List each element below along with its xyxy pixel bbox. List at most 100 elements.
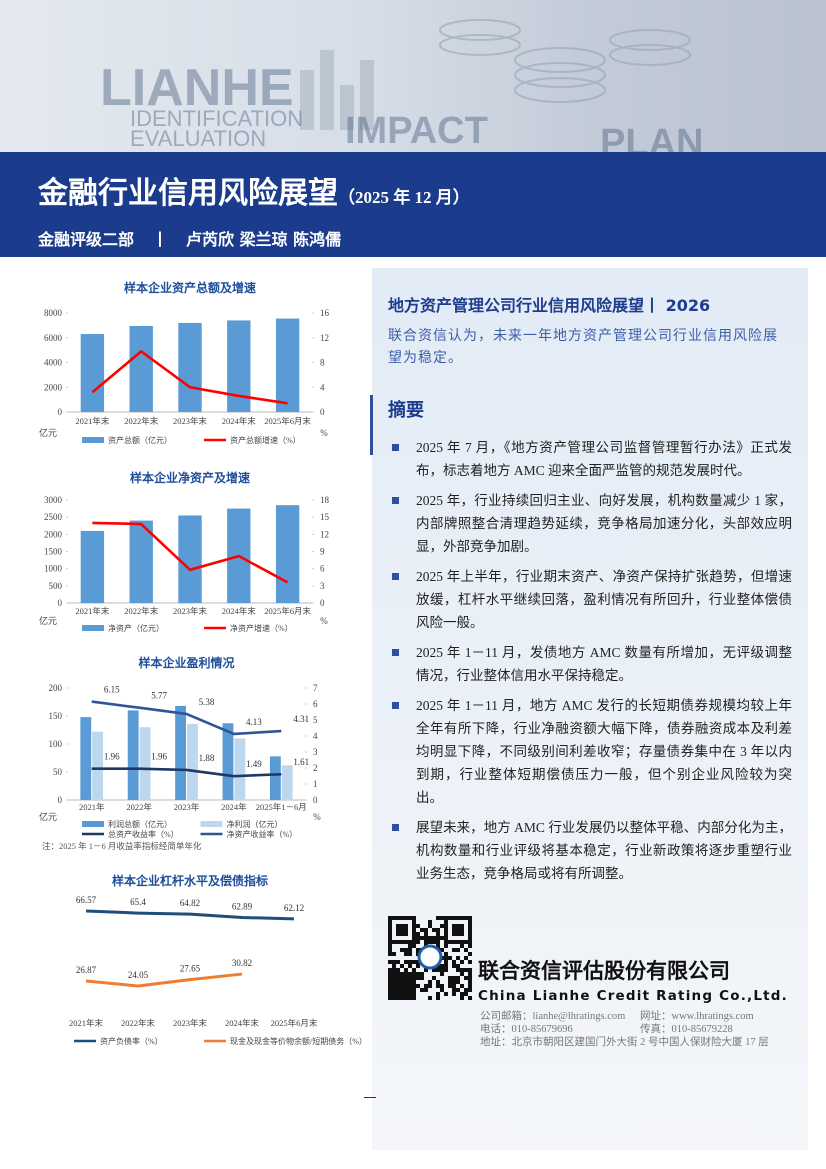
qr-module [404,948,408,952]
qr-module [408,972,412,976]
qr-module [448,940,452,944]
qr-module [464,988,468,992]
y2-tick-label: 6 [320,564,325,574]
qr-module [400,924,404,928]
qr-module [464,976,468,980]
qr-module [388,988,392,992]
qr-module [388,948,392,952]
qr-module [468,968,472,972]
qr-module [408,988,412,992]
qr-module [420,972,424,976]
qr-module [408,944,412,948]
qr-module [412,988,416,992]
qr-module [388,976,392,980]
bullet: 2025 年，行业持续回归主业、向好发展，机构数量减少 1 家，内部牌照整合清理… [388,489,792,558]
qr-module [420,928,424,932]
qr-module [396,924,400,928]
line [92,521,289,584]
x-tick-label: 2023年末 [173,416,208,426]
qr-module [420,936,424,940]
data-label: 64.82 [180,898,200,908]
chart-title: 样本企业资产总额及增速 [124,280,256,295]
qr-module [404,968,408,972]
qr-module [392,952,396,956]
data-label: 6.15 [104,685,120,695]
title-bar [0,152,826,257]
x-tick-label: 2021年 [79,802,105,812]
bg-word: IMPACT [345,110,488,152]
y2-tick-label: 18 [320,495,330,505]
x-tick-label: 2023年 [174,802,200,812]
qr-module [464,968,468,972]
y2-tick-label: 12 [320,529,329,539]
qr-module [408,940,412,944]
qr-module [416,976,420,980]
y2-tick-label: 1 [313,779,318,789]
qr-module [468,928,472,932]
line [85,972,243,988]
qr-module [464,956,468,960]
panel-lead: 联合资信认为，未来一年地方资产管理公司行业信用风险展望为稳定。 [388,329,778,366]
qr-module [444,960,448,964]
y-tick-label: 6000 [44,333,63,343]
qr-module [404,984,408,988]
qr-module [468,984,472,988]
x-tick-label: 2025年6月末 [264,606,311,616]
qr-module [420,976,424,980]
qr-module [452,932,456,936]
qr-module [456,924,460,928]
qr-module [412,984,416,988]
qr-module [412,940,416,944]
qr-module [388,968,392,972]
y2-tick-label: 3 [320,581,325,591]
bar [269,756,281,800]
qr-module [436,996,440,1000]
bar [227,320,251,412]
qr-module [452,928,456,932]
qr-module [412,944,416,948]
qr-module [388,920,392,924]
qr-module [456,976,460,980]
y2-tick-label: 0 [313,795,318,805]
bullet-list: 2025 年 7 月，《地方资产管理公司监督管理暂行办法》正式发布，标志着地方 … [388,436,792,885]
qr-module [448,976,452,980]
qr-module [416,972,420,976]
legend-label: 资产总额增速（%） [230,435,301,445]
qr-module [400,996,404,1000]
x-tick-label: 2021年末 [69,1018,104,1028]
qr-module [452,960,456,964]
y2-tick-label: 9 [320,547,325,557]
qr-module [440,988,444,992]
bar [275,505,300,603]
qr-module [460,928,464,932]
qr-module [420,988,424,992]
banner: LIANHE IDENTIFICATION EVALUATION IMPACT … [0,0,826,152]
data-label: 24.05 [128,970,149,980]
qr-module [392,992,396,996]
qr-module [456,988,460,992]
qr-module [428,920,432,924]
x-tick-label: 2024年末 [222,606,257,616]
qr-module [432,940,436,944]
qr-module [408,992,412,996]
qr-module [392,964,396,968]
legend-label: 资产负债率（%） [100,1036,163,1046]
qr-module [412,932,416,936]
qr-module [416,936,420,940]
qr-module [388,972,392,976]
qr-module [400,940,404,944]
qr-module [468,996,472,1000]
qr-module [396,992,400,996]
bar [80,334,105,412]
qr-module [456,964,460,968]
contact-email: 公司邮箱：lianhe@lhratings.com [480,1009,625,1022]
company-name: 联合资信评估股份有限公司 [478,959,730,983]
qr-module [440,968,444,972]
qr-module [444,916,448,920]
qr-module [412,972,416,976]
qr-module [416,932,420,936]
qr-module [444,968,448,972]
qr-module [464,948,468,952]
contact-website: 网址：www.lhratings.com [640,1009,754,1022]
qr-module [396,976,400,980]
